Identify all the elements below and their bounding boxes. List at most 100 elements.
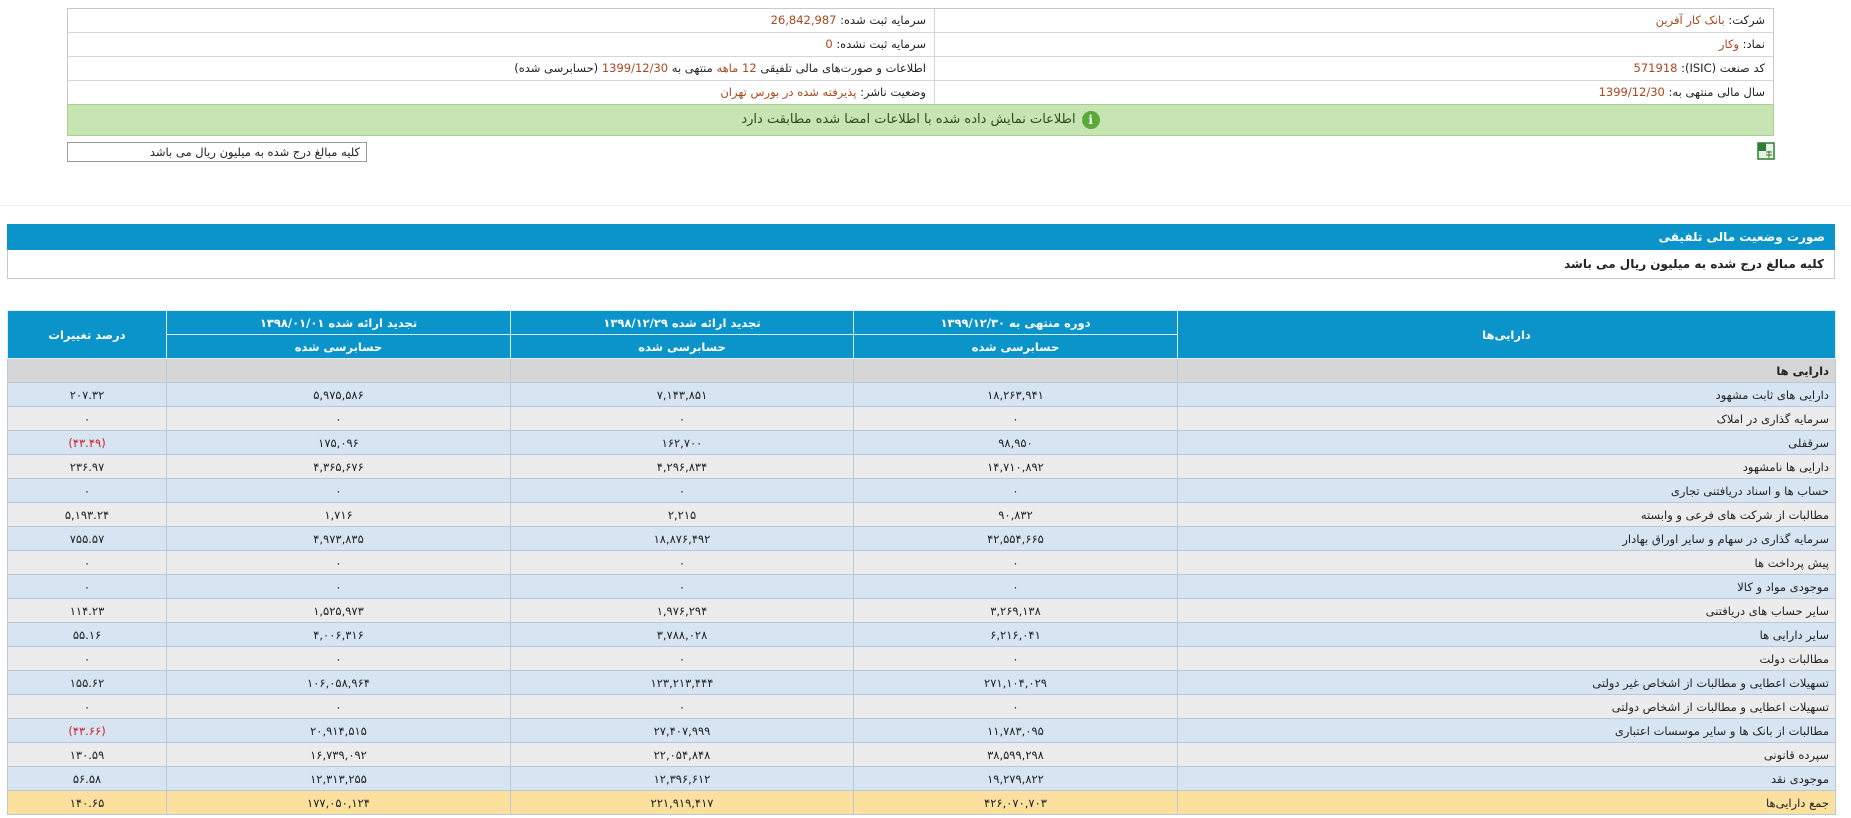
cell: ۱۲,۳۹۶,۶۱۲ [510, 766, 854, 791]
value: 571918 [1633, 61, 1678, 75]
info-row: شرکت: بانک کار آفرین سرمایه ثبت شده: 26,… [68, 9, 1773, 33]
header: درصد تغییرات [7, 310, 167, 359]
value: پذیرفته شده در بورس تهران [720, 85, 857, 99]
table-row: سایر دارایی ها ۶,۲۱۶,۰۴۱ ۳,۷۸۸,۰۲۸ ۴,۰۰۶,۳۱… [7, 622, 1836, 647]
label: وضعیت ناشر: [860, 85, 926, 99]
label: شرکت: [1728, 13, 1765, 27]
cell [166, 358, 511, 383]
cell: ۰ [166, 478, 511, 503]
info-cell: نماد: وکار [934, 33, 1773, 56]
cell: ۰ [7, 406, 167, 431]
cell: ۰ [853, 646, 1178, 671]
cell: ۰ [7, 550, 167, 575]
cell: ۵۵.۱۶ [7, 622, 167, 647]
row-label: سایر حساب های دریافتنی [1177, 598, 1836, 623]
header: تجدید ارائه شده ۱۳۹۸/۱۲/۲۹ [510, 310, 854, 335]
cell: ۰ [166, 646, 511, 671]
cell: ۲۷۱,۱۰۴,۰۲۹ [853, 670, 1178, 695]
section-title: صورت وضعیت مالی تلفیقی [7, 224, 1835, 250]
cell: ۰ [7, 646, 167, 671]
row-label: سرمایه گذاری در املاک [1177, 406, 1836, 431]
cell: ۰ [853, 574, 1178, 599]
cell: ۰ [853, 406, 1178, 431]
info-row: سال مالی منتهی به: 1399/12/30 وضعیت ناشر… [68, 81, 1773, 104]
table-body: دارایی ها دارایی های ثابت مشهود ۱۸,۲۶۳,۹۴… [7, 358, 1836, 815]
cell: ۴۲,۵۵۴,۶۶۵ [853, 526, 1178, 551]
row-label: مطالبات از شرکت های فرعی و وابسته [1177, 502, 1836, 527]
label: سال مالی منتهی به: [1668, 85, 1765, 99]
cell: ۱۶۲,۷۰۰ [510, 430, 854, 455]
label: کد صنعت (ISIC): [1681, 61, 1765, 75]
cell: ۴,۳۶۵,۶۷۶ [166, 454, 511, 479]
row-label: موجودی نقد [1177, 766, 1836, 791]
info-row: کد صنعت (ISIC): 571918 اطلاعات و صورت‌ها… [68, 57, 1773, 81]
table-row: موجودی مواد و کالا ۰ ۰ ۰ ۰ [7, 574, 1836, 599]
cell: ۰ [7, 478, 167, 503]
group-label: دارایی ها [1177, 358, 1836, 383]
cell: ۰ [510, 694, 854, 719]
cell: ۵,۱۹۳.۲۴ [7, 502, 167, 527]
cell: ۱۴,۷۱۰,۸۹۲ [853, 454, 1178, 479]
table-row: سایر حساب های دریافتنی ۳,۲۶۹,۱۳۸ ۱,۹۷۶,۲۹۴… [7, 598, 1836, 623]
table-row: مطالبات از بانک ها و سایر موسسات اعتباری… [7, 718, 1836, 743]
cell: ۱۸,۸۷۶,۴۹۲ [510, 526, 854, 551]
cell: ۰ [7, 574, 167, 599]
cell: ۰ [510, 574, 854, 599]
table-row: حساب ها و اسناد دریافتنی تجاری ۰ ۰ ۰ ۰ [7, 478, 1836, 503]
value: بانک کار آفرین [1655, 13, 1725, 27]
cell: ۱۳۰.۵۹ [7, 742, 167, 767]
info-cell: سال مالی منتهی به: 1399/12/30 [934, 81, 1773, 104]
info-row: نماد: وکار سرمایه ثبت نشده: 0 [68, 33, 1773, 57]
row-label: موجودی مواد و کالا [1177, 574, 1836, 599]
cell [7, 358, 167, 383]
cell: ۴,۲۹۶,۸۳۴ [510, 454, 854, 479]
cell: ۱۰۶,۰۵۸,۹۶۴ [166, 670, 511, 695]
cell: ۱۷۷,۰۵۰,۱۲۴ [166, 790, 511, 815]
cell: ۱۷۵,۰۹۶ [166, 430, 511, 455]
section-unit-note: کلیه مبالغ درج شده به میلیون ریال می باش… [7, 250, 1835, 279]
row-label: جمع دارایی‌ها [1177, 790, 1836, 815]
row-label: دارایی ها نامشهود [1177, 454, 1836, 479]
cell: ۱۹,۲۷۹,۸۲۲ [853, 766, 1178, 791]
text: منتهی به [671, 61, 713, 75]
cell: ۰ [166, 406, 511, 431]
row-label: سرقفلی [1177, 430, 1836, 455]
cell: ۰ [510, 550, 854, 575]
table-row: سرمایه گذاری در املاک ۰ ۰ ۰ ۰ [7, 406, 1836, 431]
excel-icon[interactable] [1756, 141, 1776, 161]
table-row: جمع دارایی‌ها ۴۲۶,۰۷۰,۷۰۳ ۲۲۱,۹۱۹,۴۱۷ ۱۷۷,۰… [7, 790, 1836, 815]
notice-text: اطلاعات نمایش داده شده با اطلاعات امضا ش… [741, 112, 1076, 127]
cell: ۱۶,۷۳۹,۰۹۲ [166, 742, 511, 767]
cell: ۱۱,۷۸۳,۰۹۵ [853, 718, 1178, 743]
cell [853, 358, 1178, 383]
cell: ۰ [166, 574, 511, 599]
info-icon: i [1081, 110, 1100, 129]
label: سرمایه ثبت شده: [840, 13, 926, 27]
value: 1399/12/30 [601, 61, 669, 75]
group-row: دارایی ها [7, 358, 1836, 383]
cell: ۹۰,۸۳۲ [853, 502, 1178, 527]
unit-note: کلیه مبالغ درج شده به میلیون ریال می باش… [67, 142, 367, 162]
cell: ۰ [166, 694, 511, 719]
cell: ۳,۷۸۸,۰۲۸ [510, 622, 854, 647]
table-row: تسهیلات اعطایی و مطالبات از اشخاص دولتی ۰… [7, 694, 1836, 719]
info-cell: سرمایه ثبت شده: 26,842,987 [68, 9, 934, 32]
cell: ۲۷,۴۰۷,۹۹۹ [510, 718, 854, 743]
info-cell: اطلاعات و صورت‌های مالی تلفیقی 12 ماهه م… [68, 57, 934, 80]
subheader: حسابرسی شده [853, 334, 1178, 359]
cell: ۲۲۱,۹۱۹,۴۱۷ [510, 790, 854, 815]
subheader: حسابرسی شده [510, 334, 854, 359]
cell: ۲۲,۰۵۴,۸۴۸ [510, 742, 854, 767]
table-row: مطالبات دولت ۰ ۰ ۰ ۰ [7, 646, 1836, 671]
info-cell: کد صنعت (ISIC): 571918 [934, 57, 1773, 80]
header: دوره منتهی به ۱۳۹۹/۱۲/۳۰ [853, 310, 1178, 335]
table-row: سرقفلی ۹۸,۹۵۰ ۱۶۲,۷۰۰ ۱۷۵,۰۹۶ (۴۳.۴۹) [7, 430, 1836, 455]
cell: ۹۸,۹۵۰ [853, 430, 1178, 455]
table-row: سپرده قانونی ۳۸,۵۹۹,۲۹۸ ۲۲,۰۵۴,۸۴۸ ۱۶,۷۳۹,۰… [7, 742, 1836, 767]
subheader: حسابرسی شده [166, 334, 511, 359]
row-label: مطالبات دولت [1177, 646, 1836, 671]
cell: ۵,۹۷۵,۵۸۶ [166, 382, 511, 407]
info-cell: سرمایه ثبت نشده: 0 [68, 33, 934, 56]
cell: ۷۵۵.۵۷ [7, 526, 167, 551]
